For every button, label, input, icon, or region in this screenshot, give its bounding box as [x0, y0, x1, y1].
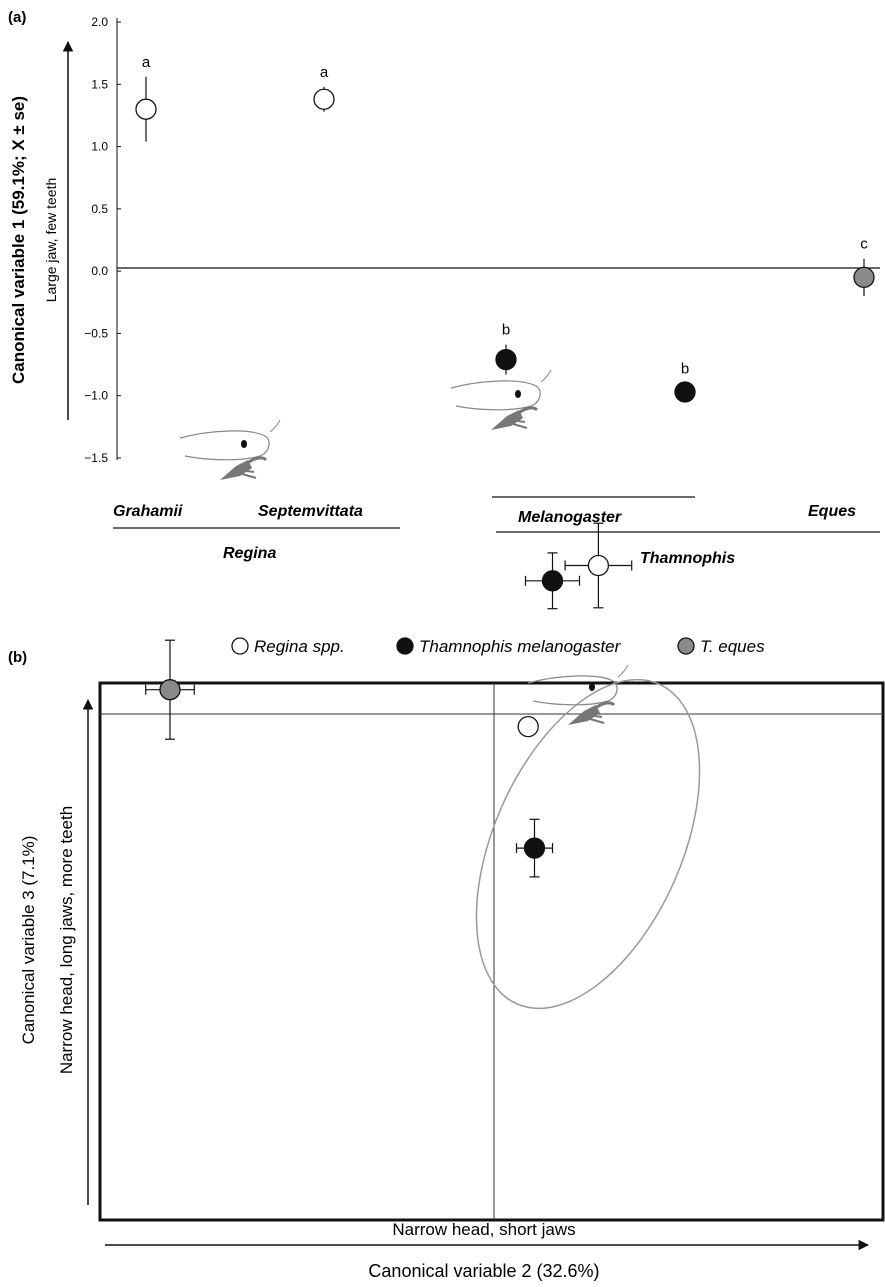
panel-a-ytick-label: 1.5	[91, 77, 108, 91]
legend: Regina spp. Thamnophis melanogaster T. e…	[231, 637, 765, 656]
panel-a-significance-letter: b	[502, 322, 510, 339]
panel-a-ytick-label: 2.0	[91, 15, 108, 29]
label-grahamii: Grahamii	[113, 503, 183, 520]
panel-b-point	[159, 679, 181, 701]
panel-b-points	[145, 522, 633, 878]
panel-a-ytick-label: 0.0	[91, 264, 108, 278]
panel-a-ytick-label: 1.0	[91, 140, 108, 154]
panel-a-ytick-label: −0.5	[84, 326, 108, 340]
panel-a-point	[313, 88, 335, 110]
panel-b-point	[517, 715, 539, 738]
panel-a-point	[853, 266, 875, 289]
panel-b-ylabel-sub: Narrow head, long jaws, more teeth	[57, 806, 76, 1074]
legend-label-regina: Regina spp.	[254, 637, 345, 656]
panel-b-point	[523, 837, 546, 859]
panel-b-xlabel-sub: Narrow head, short jaws	[392, 1220, 575, 1239]
panel-a-significance-letter: c	[860, 236, 868, 253]
panel-a-significance-letter: b	[681, 360, 689, 377]
panel-b-ylabel: Canonical variable 3 (7.1%)	[19, 836, 38, 1045]
panel-a-ylabel: Canonical variable 1 (59.1%; X ± se)	[9, 96, 28, 384]
panel-b-point	[587, 554, 610, 577]
legend-marker-eques	[677, 637, 695, 655]
panel-a-significance-letter: a	[142, 54, 151, 71]
legend-marker-melanogaster	[396, 637, 414, 655]
group-ellipse	[475, 678, 701, 1010]
panel-a-ytick-label: 0.5	[91, 202, 108, 216]
label-septemvittata: Septemvittata	[258, 503, 363, 520]
panel-a-point	[495, 348, 517, 371]
snake-crayfish-illustration-a1	[450, 369, 552, 430]
panel-b-frame	[98, 681, 885, 1222]
snake-crayfish-illustration-b	[527, 664, 629, 725]
panel-b-label: (b)	[8, 649, 27, 666]
legend-marker-regina	[231, 637, 249, 655]
panel-a-point	[674, 381, 696, 403]
panel-a-y-ticks: 2.0 1.5 1.0 0.5 0.0 −0.5 −1.0 −1.5	[84, 15, 121, 465]
panel-a-ylabel-sub: Large jaw, few teeth	[43, 178, 59, 303]
snake-crayfish-illustration-a2	[179, 419, 281, 480]
label-eques: Eques	[808, 503, 856, 520]
legend-label-eques: T. eques	[700, 637, 765, 656]
panel-a-points: a a b b c	[135, 54, 875, 403]
panel-b-point	[541, 570, 564, 592]
panel-a-ytick-label: −1.0	[84, 389, 108, 403]
panel-a-ytick-label: −1.5	[84, 451, 108, 465]
legend-label-melanogaster: Thamnophis melanogaster	[419, 637, 622, 656]
panel-a-label: (a)	[8, 9, 26, 26]
panel-a-point	[135, 98, 157, 120]
label-regina: Regina	[223, 545, 276, 562]
panel-a-significance-letter: a	[320, 64, 329, 81]
panel-b-xlabel: Canonical variable 2 (32.6%)	[368, 1261, 599, 1281]
label-thamnophis: Thamnophis	[640, 550, 735, 567]
label-melanogaster: Melanogaster	[518, 509, 622, 526]
